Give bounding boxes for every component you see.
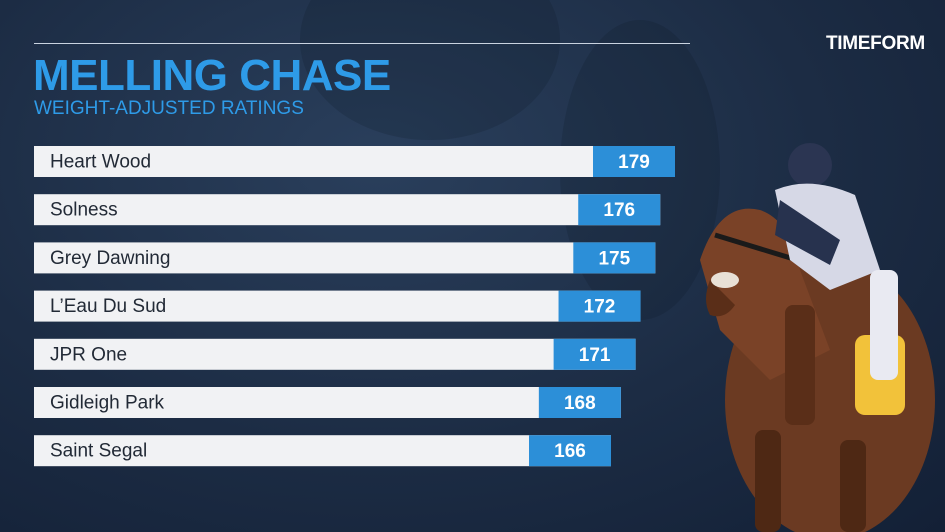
value-box: [553, 338, 636, 370]
value-box: [558, 290, 641, 322]
bar-row: Solness 176: [34, 194, 661, 226]
bar: [34, 290, 641, 322]
category-label: Solness: [50, 200, 118, 221]
page-title: MELLING CHASE: [33, 51, 391, 100]
category-label: Grey Dawning: [50, 248, 170, 269]
value-box: [573, 242, 656, 274]
bar: [34, 242, 656, 274]
racehorse-jockey-photo: [700, 143, 935, 532]
value-label: 172: [584, 297, 616, 318]
category-label: Saint Segal: [50, 441, 147, 462]
bar: [34, 194, 661, 226]
bar-row: Saint Segal 166: [34, 435, 611, 467]
category-label: JPR One: [50, 344, 127, 365]
bar: [34, 387, 621, 418]
bar-row: Heart Wood 179: [34, 146, 675, 177]
value-box: [538, 387, 621, 418]
page-subtitle: WEIGHT-ADJUSTED RATINGS: [34, 98, 304, 119]
value-label: 176: [603, 200, 635, 221]
header-divider: [34, 43, 690, 44]
value-box: [593, 146, 675, 177]
bar-row: Gidleigh Park 168: [34, 387, 621, 418]
value-label: 171: [579, 345, 611, 366]
value-box: [578, 194, 661, 226]
bar: [34, 435, 611, 467]
category-label: L’Eau Du Sud: [50, 296, 166, 317]
bar-row: L’Eau Du Sud 172: [34, 290, 641, 322]
value-label: 175: [598, 248, 630, 269]
bar-row: Grey Dawning 175: [34, 242, 656, 274]
bar-row: JPR One 171: [34, 338, 636, 370]
value-label: 179: [618, 152, 650, 173]
category-label: Gidleigh Park: [50, 393, 165, 414]
timeform-logo: TIMEFORM: [826, 33, 925, 54]
value-label: 166: [554, 441, 586, 462]
bar: [34, 338, 636, 370]
value-box: [529, 435, 611, 467]
bar: [34, 146, 675, 177]
category-label: Heart Wood: [50, 152, 151, 173]
value-label: 168: [564, 393, 596, 414]
